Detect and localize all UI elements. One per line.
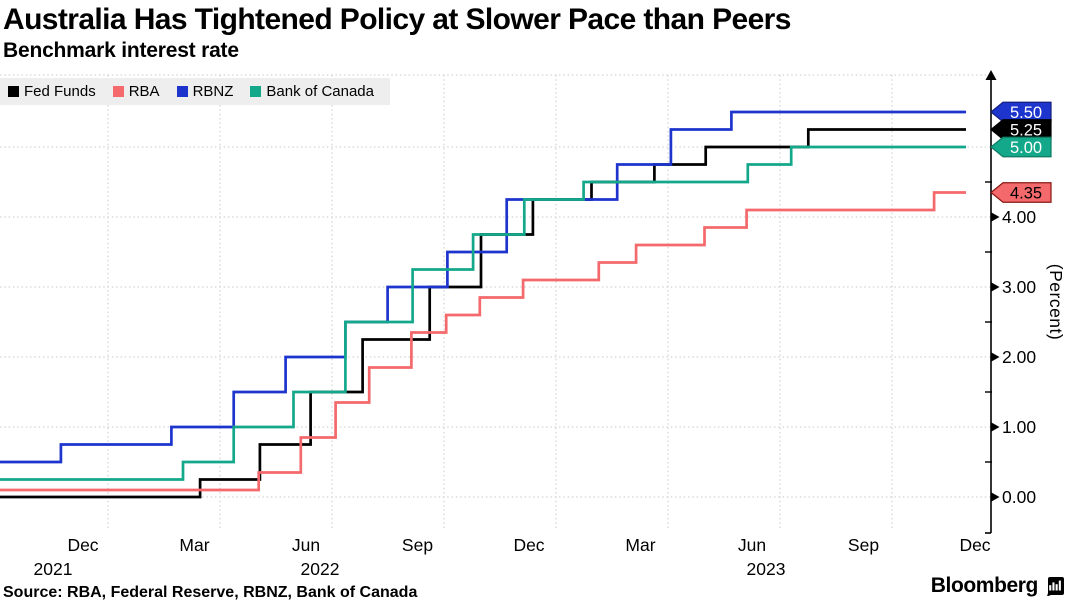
legend-swatch — [112, 86, 124, 97]
legend: Fed Funds RBA RBNZ Bank of Canada — [0, 78, 390, 105]
legend-label: RBNZ — [192, 83, 234, 100]
y-tick-label: 0.00 — [1002, 487, 1036, 507]
bloomberg-wordmark: Bloomberg — [930, 574, 1039, 597]
chart-header: Australia Has Tightened Policy at Slower… — [3, 2, 791, 62]
bloomberg-logo: Bloomberg — [931, 574, 1065, 598]
x-year-label: 2023 — [747, 559, 786, 579]
x-tick-label: Mar — [179, 535, 209, 555]
legend-swatch — [8, 86, 19, 97]
y-major-tick — [991, 352, 1000, 362]
x-tick-label: Sep — [402, 535, 433, 555]
chart-subtitle: Benchmark interest rate — [3, 39, 239, 62]
y-tick-label: 4.00 — [1002, 207, 1036, 227]
y-major-tick — [991, 422, 1000, 432]
y-tick-label: 3.00 — [1002, 277, 1036, 297]
y-major-tick — [991, 212, 1000, 222]
legend-item-bank-of-canada: Bank of Canada — [250, 83, 374, 100]
legend-swatch — [250, 86, 262, 97]
y-tick-label: 2.00 — [1002, 347, 1036, 367]
source-note: Source: RBA, Federal Reserve, RBNZ, Bank… — [3, 584, 418, 601]
y-axis-title: (Percent) — [1046, 263, 1066, 341]
x-tick-label: Jun — [292, 535, 320, 555]
chart-title: Australia Has Tightened Policy at Slower… — [3, 3, 791, 36]
end-value-badge-rba — [990, 182, 1052, 203]
x-tick-label: Sep — [848, 535, 879, 555]
bloomberg-icon — [1047, 577, 1064, 596]
legend-item-rbnz: RBNZ — [176, 83, 234, 100]
end-value-badge-fed-funds — [990, 119, 1052, 140]
end-value-badge-label: 5.50 — [1010, 104, 1042, 122]
end-value-badge-label: 5.25 — [1010, 122, 1042, 140]
y-tick-label: 1.00 — [1002, 417, 1036, 437]
end-value-badge-label: 4.35 — [1010, 185, 1042, 203]
x-tick-label: Mar — [625, 535, 655, 555]
end-value-badge-label: 5.00 — [1010, 139, 1042, 157]
y-axis-top-arrow — [985, 70, 997, 80]
series-line-fed-funds — [0, 128, 966, 499]
end-value-badge-bank-of-canada — [990, 136, 1052, 158]
x-tick-label: Dec — [513, 535, 544, 555]
series-line-rbnz — [0, 110, 966, 464]
series-line-rba — [0, 191, 966, 492]
y-major-tick — [991, 492, 1000, 502]
legend-label: Fed Funds — [24, 83, 96, 100]
legend-swatch — [176, 86, 188, 97]
x-tick-label: Dec — [959, 535, 990, 555]
legend-label: RBA — [128, 83, 160, 100]
x-tick-label: Dec — [67, 535, 98, 555]
x-tick-label: Jun — [738, 535, 766, 555]
end-value-badge-rbnz — [990, 101, 1052, 123]
y-major-tick — [991, 282, 1000, 292]
x-year-label: 2022 — [301, 559, 340, 579]
series-line-bank-of-canada — [0, 145, 966, 481]
x-year-label: 2021 — [34, 559, 73, 579]
legend-label: Bank of Canada — [266, 83, 374, 100]
legend-item-rba: RBA — [112, 83, 160, 100]
legend-item-fed-funds: Fed Funds — [8, 83, 96, 100]
